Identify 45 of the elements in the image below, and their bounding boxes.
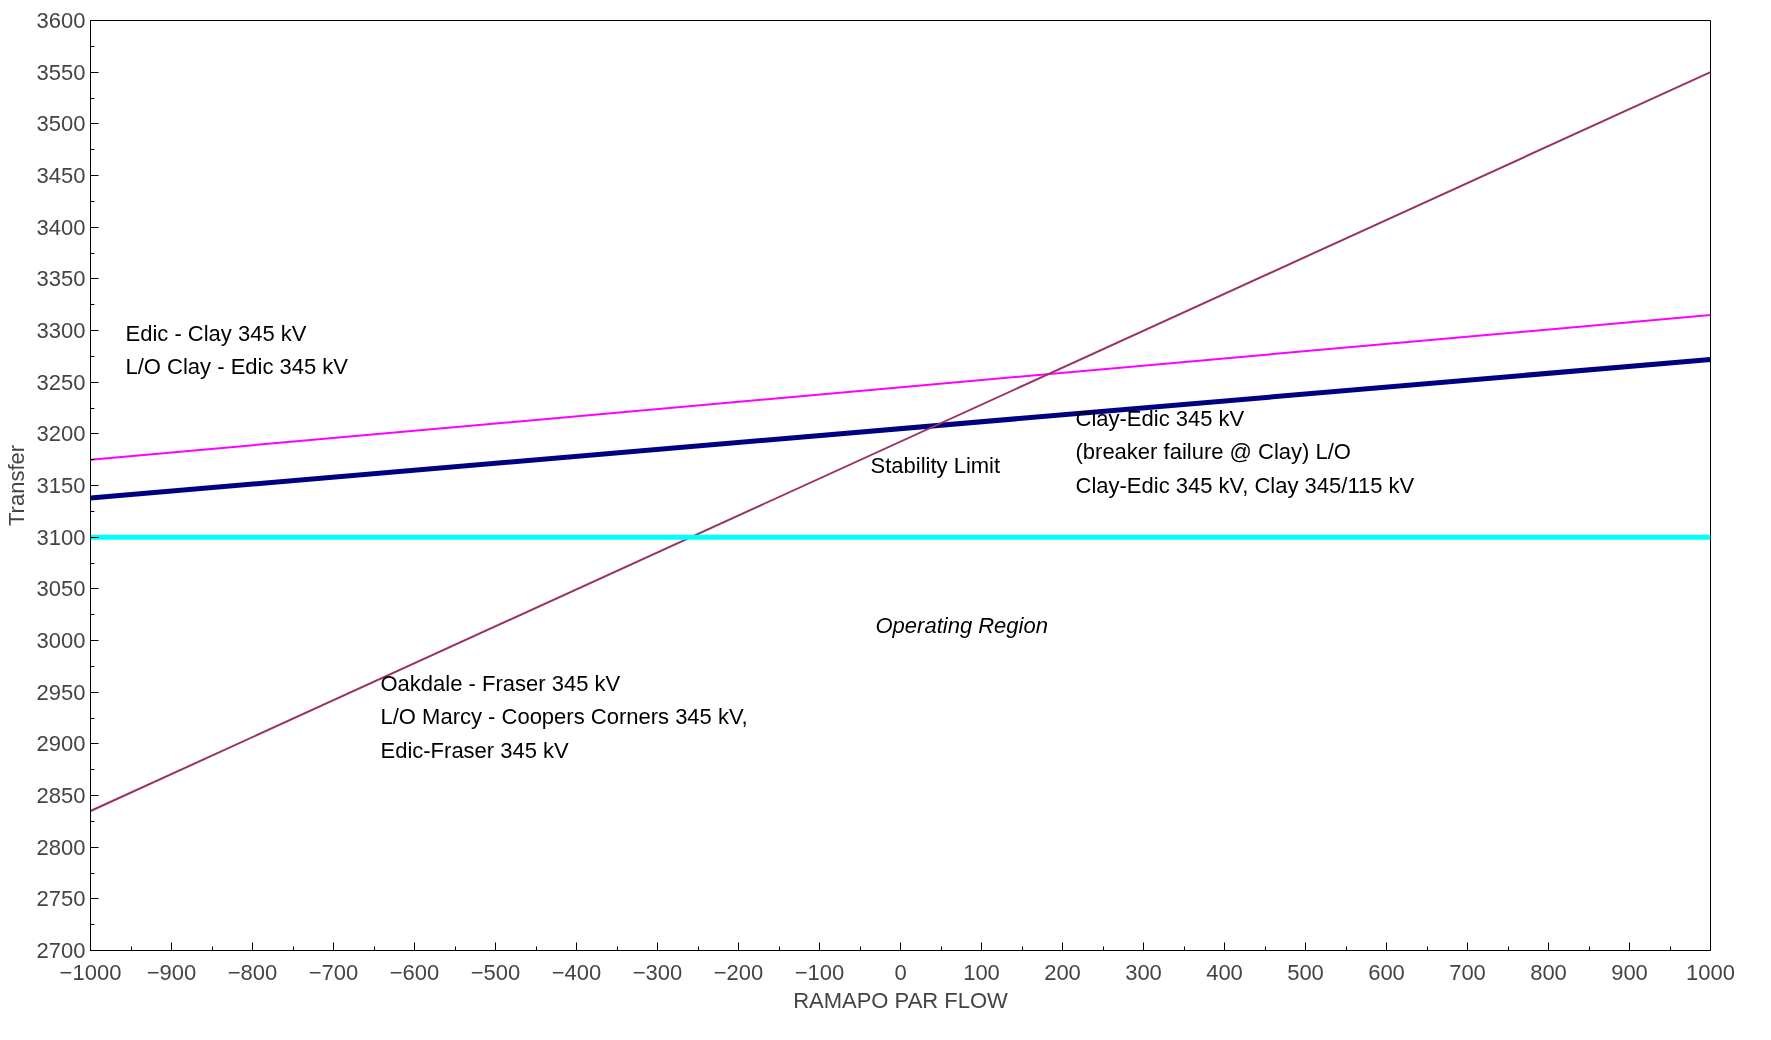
x-tick-label: −200 <box>713 959 764 985</box>
y-tick-label: 3400 <box>36 214 86 240</box>
x-tick-label: −800 <box>227 959 278 985</box>
x-tick-label: 100 <box>963 959 1000 985</box>
annotation: Stability Limit <box>870 452 1001 478</box>
x-tick-label: 600 <box>1368 959 1405 985</box>
x-tick-label: 900 <box>1611 959 1648 985</box>
y-axis-title: Transfer <box>3 444 29 527</box>
y-tick-label: 2750 <box>36 886 86 912</box>
annotation: Operating Region <box>875 612 1048 638</box>
x-tick-label: −300 <box>632 959 683 985</box>
y-tick-label: 3450 <box>36 163 86 188</box>
annotation: Oakdale - Fraser 345 kV L/O Marcy - Coopers Corners 345 kV, Edic-Fraser 345 kV <box>380 670 748 763</box>
annotation: Clay-Edic 345 kV (breaker failure @ Clay) L/O Clay-Edic 345 kV, Clay 345/115 kV <box>1075 405 1415 498</box>
y-tick-label: 3250 <box>36 369 86 395</box>
y-tick-label: 3300 <box>36 318 86 343</box>
y-tick-label: 3200 <box>36 421 86 447</box>
x-tick-label: 300 <box>1125 959 1162 985</box>
x-tick-label: 500 <box>1287 959 1324 985</box>
x-tick-label: 200 <box>1044 959 1081 985</box>
x-axis-title: RAMAPO PAR FLOW <box>793 987 1009 1013</box>
x-tick-label: 700 <box>1449 959 1486 985</box>
y-tick-label: 3350 <box>36 266 86 292</box>
y-tick-label: 2900 <box>36 731 86 757</box>
y-tick-label: 2950 <box>36 679 86 705</box>
x-tick-label: −500 <box>470 959 521 985</box>
y-tick-label: 3050 <box>36 576 86 602</box>
x-tick-label: 400 <box>1206 959 1243 985</box>
x-tick-label: 800 <box>1530 959 1567 985</box>
y-tick-label: 3550 <box>36 59 86 85</box>
y-tick-label: 3150 <box>36 473 86 498</box>
x-tick-label: −700 <box>308 959 359 985</box>
x-tick-label: −600 <box>389 959 440 985</box>
y-tick-label: 2850 <box>36 783 86 808</box>
y-tick-label: 3600 <box>36 8 86 33</box>
annotation: Edic - Clay 345 kV L/O Clay - Edic 345 kV <box>125 320 349 380</box>
y-tick-label: 2800 <box>36 834 86 860</box>
y-tick-label: 3100 <box>36 524 86 550</box>
y-tick-label: 3000 <box>36 628 86 653</box>
x-tick-label: 1000 <box>1686 959 1735 985</box>
x-tick-label: −100 <box>794 959 845 985</box>
x-tick-label: 0 <box>894 959 907 985</box>
y-tick-label: 3500 <box>36 111 86 137</box>
x-tick-label: −400 <box>551 959 602 985</box>
x-tick-label: −900 <box>146 959 197 985</box>
